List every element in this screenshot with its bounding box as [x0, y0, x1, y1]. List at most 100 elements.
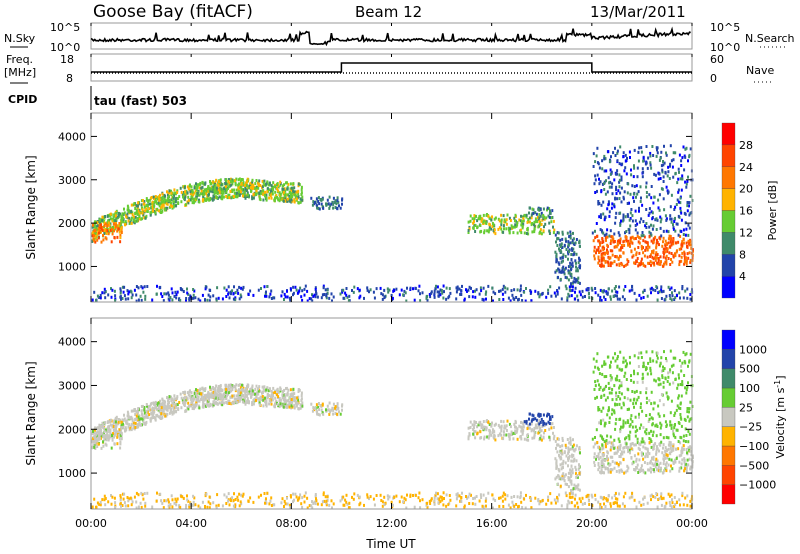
echo-cell — [213, 392, 216, 396]
echo-cell — [627, 239, 630, 243]
echo-cell — [525, 419, 528, 423]
echo-cell — [528, 220, 531, 224]
echo-cell — [241, 393, 244, 397]
echo-cell — [159, 202, 162, 206]
echo-cell — [630, 250, 633, 254]
echo-cell — [101, 425, 104, 428]
echo-cell — [516, 231, 519, 235]
echo-cell — [245, 183, 248, 187]
echo-cell — [651, 255, 654, 259]
echo-cell — [314, 201, 316, 204]
echo-cell — [268, 183, 271, 187]
echo-cell — [99, 218, 102, 222]
echo-cell — [474, 230, 477, 233]
echo-cell — [292, 285, 295, 289]
echo-cell — [596, 441, 599, 444]
echo-cell — [505, 433, 508, 437]
echo-cell — [572, 231, 574, 235]
echo-cell — [262, 181, 265, 185]
echo-cell — [182, 195, 184, 199]
echo-cell — [158, 410, 161, 414]
echo-cell — [156, 402, 159, 406]
echo-cell — [635, 195, 637, 199]
echo-cell — [600, 264, 603, 268]
echo-cell — [663, 208, 666, 212]
echo-cell — [213, 395, 216, 399]
echo-cell — [553, 228, 556, 232]
echo-cell — [293, 198, 296, 202]
echo-cell — [507, 296, 510, 300]
echo-cell — [341, 408, 343, 412]
echo-cell — [126, 410, 129, 414]
echo-cell — [570, 253, 573, 256]
echo-cell — [148, 198, 151, 202]
echo-cell — [135, 299, 138, 303]
echo-cell — [644, 446, 647, 450]
echo-cell — [94, 435, 97, 439]
echo-cell — [190, 198, 193, 202]
echo-cell — [165, 202, 168, 206]
echo-cell — [628, 201, 630, 205]
echo-cell — [202, 388, 205, 392]
echo-cell — [493, 423, 496, 427]
echo-cell — [261, 192, 264, 196]
echo-cell — [622, 155, 625, 158]
echo-cell — [559, 445, 562, 449]
echo-cell — [436, 290, 439, 294]
echo-cell — [353, 285, 356, 289]
echo-cell — [678, 291, 681, 295]
echo-cell — [609, 168, 612, 172]
echo-cell — [468, 285, 471, 289]
echo-cell — [473, 429, 476, 433]
echo-cell — [649, 260, 652, 264]
echo-cell — [190, 391, 193, 395]
echo-cell — [644, 240, 647, 244]
echo-cell — [689, 417, 692, 421]
echo-cell — [641, 231, 644, 234]
echo-cell — [284, 295, 287, 299]
echo-cell — [674, 151, 677, 155]
echo-cell — [644, 224, 647, 228]
echo-cell — [473, 217, 476, 221]
echo-cell — [183, 398, 186, 402]
echo-cell — [195, 188, 198, 192]
echo-cell — [148, 207, 151, 211]
echo-cell — [149, 211, 152, 215]
echo-cell — [180, 396, 183, 400]
echo-cell — [345, 293, 348, 297]
echo-cell — [494, 292, 497, 296]
echo-cell — [619, 461, 622, 465]
echo-cell — [609, 297, 612, 301]
echo-cell — [657, 466, 660, 470]
echo-cell — [142, 213, 145, 217]
echo-cell — [91, 225, 94, 229]
echo-cell — [215, 178, 218, 182]
echo-cell — [601, 159, 604, 163]
echo-cell — [193, 186, 196, 190]
echo-cell — [487, 420, 490, 424]
echo-cell — [639, 391, 642, 395]
echo-cell — [316, 295, 319, 299]
echo-cell — [618, 180, 621, 184]
echo-cell — [186, 185, 189, 189]
echo-cell — [143, 285, 146, 289]
echo-cell — [598, 372, 601, 376]
echo-cell — [143, 408, 146, 412]
echo-cell — [160, 206, 163, 210]
echo-cell — [633, 261, 636, 265]
echo-cell — [652, 154, 655, 157]
echo-cell — [631, 284, 634, 288]
echo-cell — [152, 209, 154, 213]
echo-cell — [598, 166, 601, 170]
echo-cell — [677, 167, 680, 171]
echo-cell — [515, 223, 518, 227]
echo-cell — [574, 259, 577, 263]
echo-cell — [608, 210, 611, 214]
echo-cell — [395, 287, 398, 291]
echo-cell — [540, 223, 543, 226]
echo-cell — [649, 161, 652, 165]
echo-cell — [658, 172, 661, 176]
echo-cell — [521, 226, 524, 230]
echo-cell — [649, 466, 652, 470]
